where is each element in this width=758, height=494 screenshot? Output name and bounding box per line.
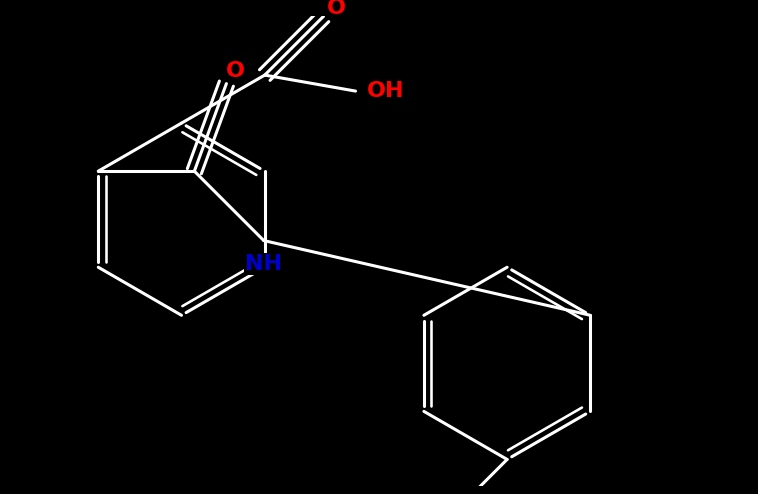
- Text: O: O: [225, 61, 244, 81]
- Text: NH: NH: [246, 254, 282, 274]
- Text: OH: OH: [367, 81, 404, 101]
- Text: O: O: [327, 0, 346, 18]
